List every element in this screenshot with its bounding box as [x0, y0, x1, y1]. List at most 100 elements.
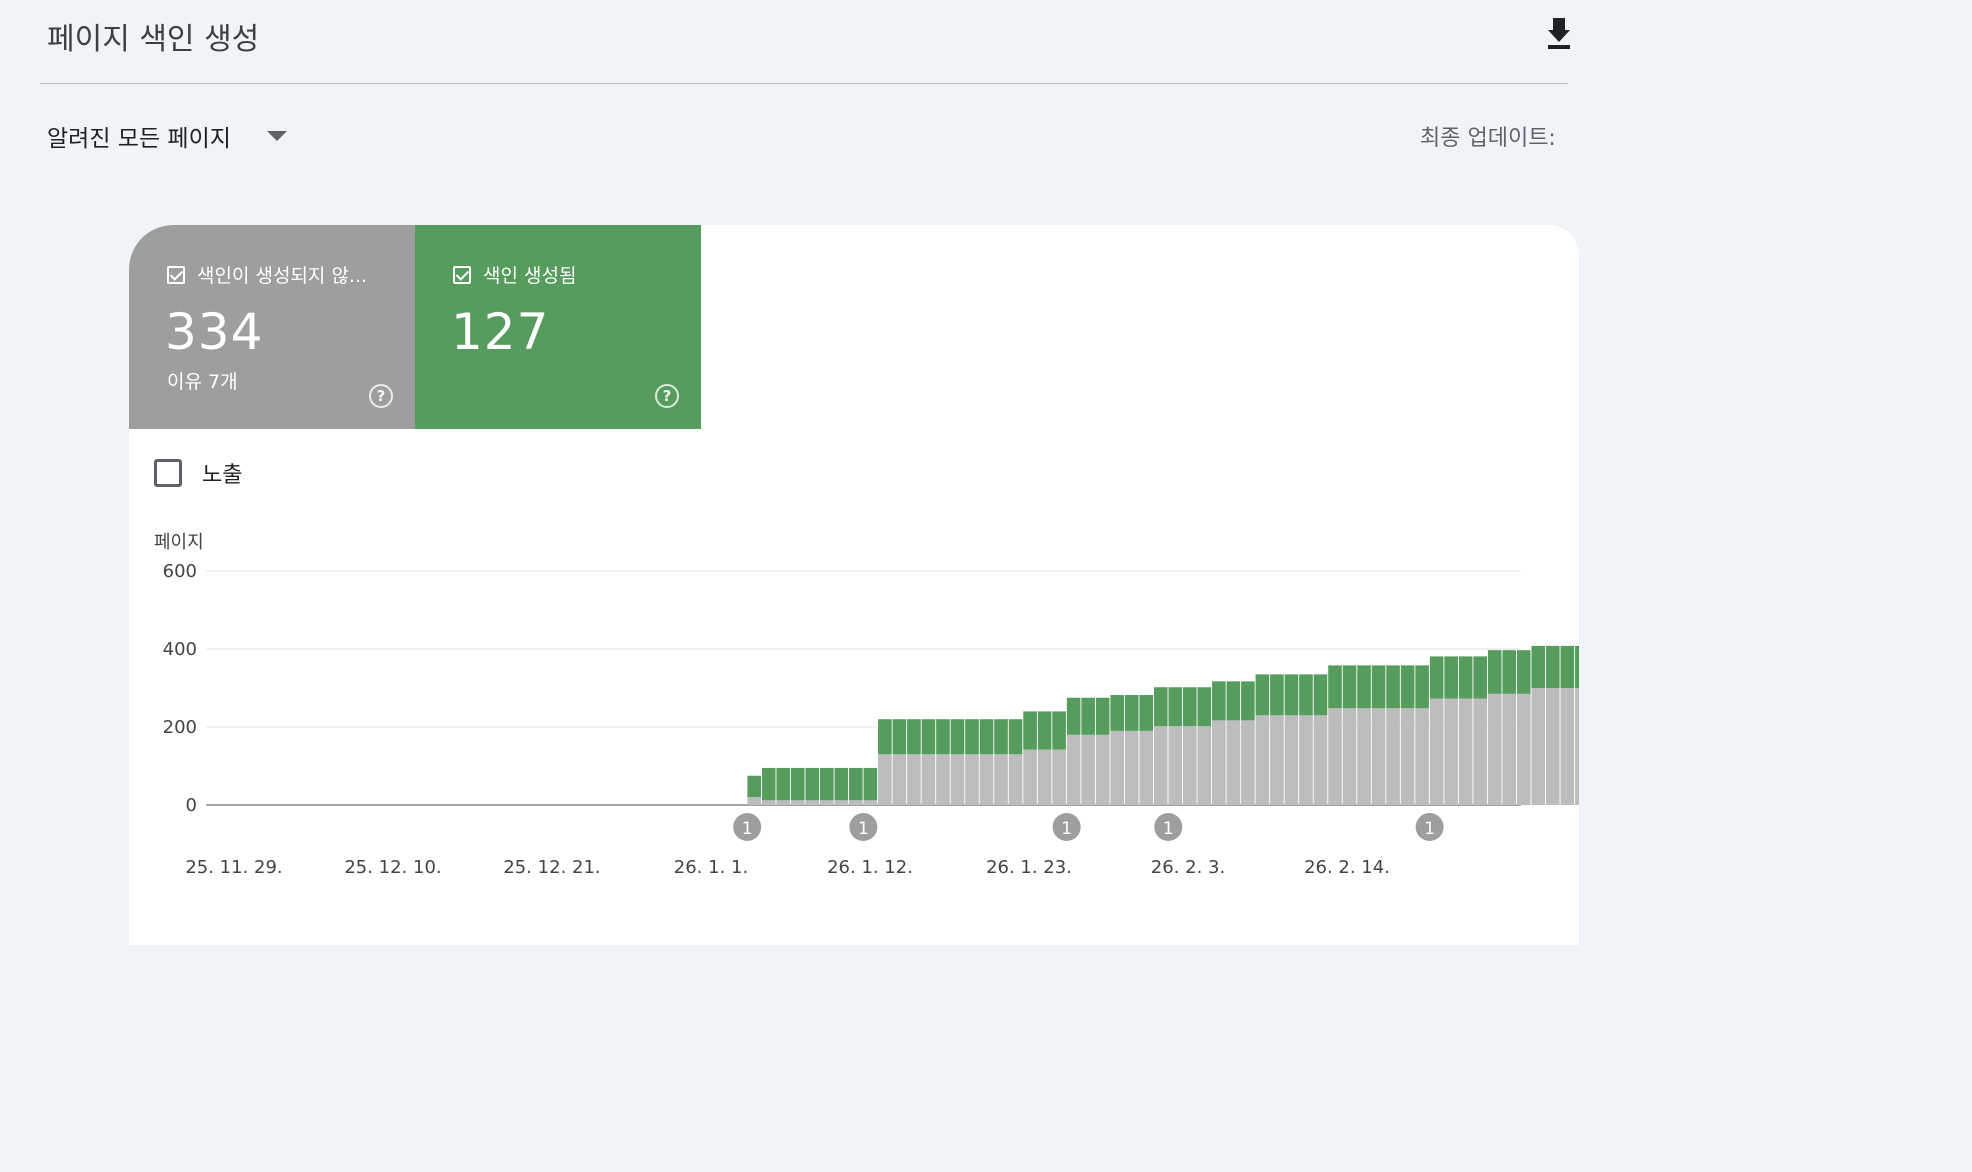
bar-indexed [936, 719, 950, 755]
y-axis-label: 페이지 [154, 532, 204, 553]
bar-not-indexed [936, 754, 950, 805]
bar-not-indexed [1575, 688, 1579, 805]
bar-indexed [1575, 645, 1579, 688]
bar-not-indexed [1124, 730, 1139, 805]
x-tick-label: 26. 1. 12. [827, 857, 913, 878]
bar-not-indexed [1066, 734, 1081, 805]
bar-indexed [950, 719, 965, 755]
bar-not-indexed [1444, 698, 1458, 805]
bar-indexed [1400, 665, 1415, 709]
bar-not-indexed [1183, 726, 1197, 805]
bar-not-indexed [747, 797, 761, 805]
indexed-tile[interactable]: 색인 생성됨 127 ? [415, 225, 701, 429]
bar-indexed [1066, 697, 1081, 735]
bar-not-indexed [907, 754, 921, 805]
bar-indexed [747, 775, 761, 798]
bar-not-indexed [1023, 749, 1037, 805]
bar-not-indexed [1371, 708, 1386, 805]
bar-indexed [1095, 697, 1110, 735]
page-title: 페이지 색인 생성 [47, 22, 260, 57]
bar-not-indexed [1313, 715, 1328, 805]
bar-not-indexed [1415, 708, 1429, 805]
bar-indexed [1386, 665, 1400, 709]
header-divider [40, 83, 1568, 84]
bar-indexed [994, 719, 1008, 755]
download-icon[interactable] [1548, 18, 1570, 50]
bar-not-indexed [805, 800, 820, 805]
bar-not-indexed [1560, 688, 1575, 805]
annotation-label: 1 [742, 819, 753, 839]
impressions-label: 노출 [202, 463, 243, 488]
bar-indexed [1299, 674, 1313, 716]
bar-not-indexed [1168, 726, 1183, 805]
bar-indexed [1153, 687, 1168, 727]
bar-indexed [1342, 665, 1357, 709]
bar-indexed [1037, 711, 1052, 750]
help-icon[interactable]: ? [655, 384, 679, 408]
checkbox-empty-icon [154, 459, 182, 487]
indexed-label: 색인 생성됨 [483, 265, 577, 287]
x-tick-label: 25. 12. 21. [503, 857, 600, 878]
bar-indexed [1458, 656, 1473, 699]
bar-not-indexed [994, 754, 1008, 805]
x-tick-label: 26. 2. 14. [1304, 857, 1390, 878]
x-tick-label: 25. 11. 29. [185, 857, 282, 878]
bar-indexed [892, 719, 907, 755]
bar-not-indexed [820, 800, 834, 805]
bar-indexed [965, 719, 979, 755]
bar-indexed [921, 719, 936, 755]
bar-indexed [1197, 687, 1212, 727]
annotation-marker[interactable] [1052, 813, 1081, 841]
bar-indexed [1502, 650, 1517, 694]
bar-not-indexed [878, 754, 892, 805]
bar-indexed [1110, 695, 1124, 731]
bar-indexed [1487, 650, 1502, 694]
not-indexed-tile[interactable]: 색인이 생성되지 않... 334 이유 7개 ? [129, 225, 415, 429]
bar-not-indexed [1052, 749, 1066, 805]
y-tick-label: 400 [163, 639, 197, 660]
bar-not-indexed [1139, 730, 1154, 805]
bar-not-indexed [863, 800, 878, 805]
bar-indexed [1270, 674, 1284, 716]
bar-indexed [907, 719, 921, 755]
page-scope-dropdown[interactable]: 알려진 모든 페이지 [47, 118, 287, 154]
bar-indexed [979, 719, 994, 755]
x-tick-label: 26. 2. 3. [1151, 857, 1225, 878]
not-indexed-tile-header: 색인이 생성되지 않... [167, 261, 367, 288]
annotation-marker[interactable] [1415, 813, 1444, 841]
bar-indexed [1139, 695, 1154, 731]
not-indexed-reasons: 이유 7개 [167, 371, 238, 393]
bar-indexed [1546, 645, 1560, 688]
annotation-marker[interactable] [733, 813, 762, 841]
bar-not-indexed [1110, 730, 1124, 805]
help-icon[interactable]: ? [369, 384, 393, 408]
bar-not-indexed [1487, 693, 1502, 805]
y-tick-label: 600 [163, 561, 197, 582]
bar-not-indexed [1342, 708, 1357, 805]
bar-indexed [790, 767, 805, 801]
y-tick-label: 200 [163, 717, 197, 738]
bar-not-indexed [776, 800, 791, 805]
bar-not-indexed [1516, 693, 1531, 805]
bar-not-indexed [979, 754, 994, 805]
impressions-checkbox[interactable]: 노출 [154, 457, 242, 489]
annotation-label: 1 [1163, 819, 1174, 839]
bar-not-indexed [1008, 754, 1023, 805]
bar-not-indexed [834, 800, 849, 805]
annotation-marker[interactable] [849, 813, 878, 841]
page-scope-label: 알려진 모든 페이지 [47, 126, 231, 152]
bar-indexed [834, 767, 849, 801]
bar-indexed [1168, 687, 1183, 727]
bar-indexed [1516, 650, 1531, 694]
bar-not-indexed [1226, 720, 1241, 805]
bar-not-indexed [1255, 715, 1270, 805]
bar-not-indexed [1546, 688, 1560, 805]
bar-indexed [1357, 665, 1371, 709]
annotation-marker[interactable] [1154, 813, 1183, 841]
bar-not-indexed [965, 754, 979, 805]
bar-indexed [776, 767, 791, 801]
bar-not-indexed [1284, 715, 1299, 805]
indexed-count: 127 [451, 303, 550, 361]
bar-not-indexed [1357, 708, 1371, 805]
bar-indexed [863, 767, 878, 801]
